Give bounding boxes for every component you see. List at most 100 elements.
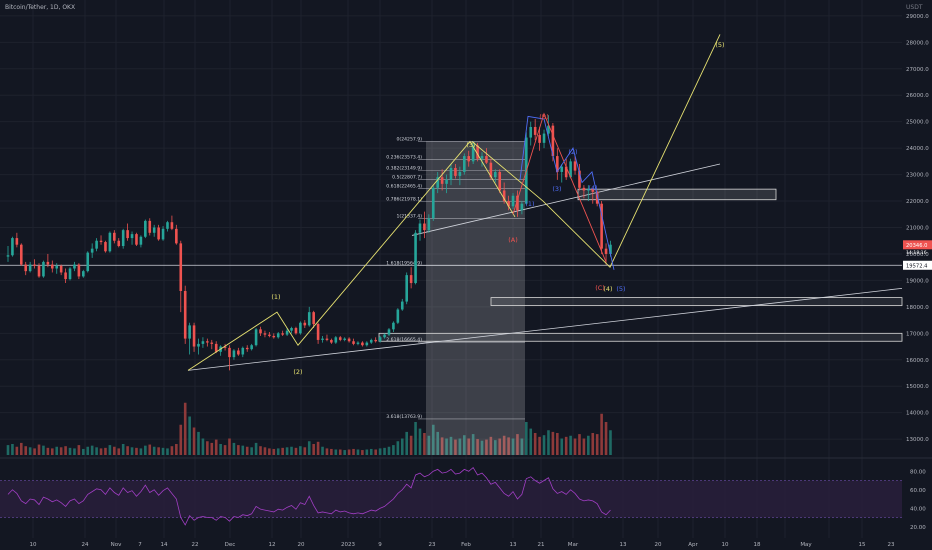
candle-body [321, 338, 324, 340]
candle-body [68, 268, 72, 280]
candle-body [387, 329, 391, 335]
time-tick-label: 12 [269, 542, 276, 548]
wave-label-2: (2) [293, 368, 302, 376]
volume-bar [290, 446, 293, 455]
time-tick-label: 7 [138, 542, 142, 548]
volume-bar [392, 445, 395, 455]
candle-body [449, 167, 453, 180]
price-tick-label: 13000.0 [906, 437, 929, 443]
volume-bar [281, 447, 284, 455]
candle-body [467, 156, 471, 162]
blue-wave-label-1: (1) [525, 200, 534, 208]
volume-bar [161, 447, 165, 455]
volume-bar [369, 448, 373, 455]
candle-body [183, 290, 187, 339]
candlesticks[interactable] [6, 115, 612, 371]
candle-body [511, 195, 515, 207]
candle-body [361, 342, 364, 346]
volume-bar [587, 435, 590, 455]
volume-bar [498, 438, 502, 455]
volume-bar [471, 434, 475, 455]
candle-body [206, 341, 209, 343]
volume-bar [232, 442, 236, 455]
price-tick-label: 20000.0 [906, 252, 929, 258]
volume-bar [144, 445, 147, 455]
candle-body [46, 261, 50, 265]
candle-body [232, 350, 236, 358]
volume-bar [507, 437, 510, 455]
volume-bar [511, 438, 515, 455]
volume-bar [600, 413, 603, 455]
volume-bar [431, 424, 435, 455]
candle-body [19, 244, 23, 265]
volume-bar [294, 447, 298, 455]
price-tick-label: 21000.0 [906, 226, 929, 232]
volume-bar [73, 448, 76, 455]
candle-body [471, 145, 475, 162]
volume-bar [396, 441, 400, 455]
candle-body [250, 345, 253, 350]
candle-body [538, 134, 541, 143]
price-tick-label: 28000.0 [906, 40, 929, 46]
support-box-2 [378, 332, 903, 342]
candle-body [299, 322, 302, 334]
candle-body [383, 334, 386, 338]
candle-body [600, 203, 603, 249]
candle-body [223, 346, 227, 348]
fib-level-label: 0.786(21978.1) [386, 197, 422, 203]
volume-bar [480, 440, 484, 455]
price-axis[interactable]: 13000.0 14000.0 15000.0 16000.0 17000.0 18000… [903, 14, 932, 443]
last-price-tag: 20346.0 [906, 243, 927, 249]
time-tick-label: 23 [429, 542, 436, 548]
volume-bar [573, 438, 577, 455]
wave-label-5: (5) [715, 41, 724, 49]
volume-bar [219, 444, 222, 455]
candle-body [135, 234, 138, 245]
candle-body [587, 189, 590, 191]
volume-bar [130, 447, 134, 455]
candle-body [409, 275, 413, 284]
time-tick-label: 18 [754, 542, 761, 548]
volume-bar [338, 449, 342, 455]
candle-body [272, 335, 276, 338]
volume-bar [520, 438, 524, 455]
fib-level-label: 0(24257.9) [396, 136, 422, 142]
candle-body [520, 203, 524, 211]
candle-body [489, 162, 493, 178]
volume-bar [126, 446, 129, 455]
wave-label-1: (1) [271, 293, 280, 301]
time-tick-label: 22 [192, 542, 199, 548]
volume-bar [454, 439, 457, 455]
candle-body [117, 240, 121, 247]
support-box-1 [490, 297, 903, 306]
candle-body [595, 191, 599, 204]
volume-bar [28, 447, 32, 455]
time-tick-label: 20 [655, 542, 662, 548]
candle-body [551, 125, 555, 157]
volume-bars [6, 402, 612, 455]
fib-level-label: 0.236(23573.4) [386, 154, 422, 160]
candle-body [130, 234, 134, 239]
volume-bar [609, 430, 612, 455]
volume-bar [595, 434, 599, 455]
volume-bar [59, 447, 63, 455]
candle-body [263, 333, 267, 335]
candle-body [290, 328, 293, 331]
yellow-wave-path-2 [471, 34, 721, 268]
candle-body [560, 166, 564, 172]
volume-bar [427, 435, 431, 455]
candle-body [378, 337, 382, 342]
time-axis[interactable]: 10 24 Nov 7 14 22 Dec 12 20 2023 9 23 Feb 13 21 Mar 13 20… [30, 542, 895, 548]
price-tick-label: 18000.0 [906, 305, 929, 311]
candle-body [533, 126, 537, 135]
candle-body [374, 339, 377, 342]
candle-body [343, 338, 346, 340]
candle-body [458, 171, 462, 176]
volume-bar [387, 446, 391, 455]
price-tick-label: 15000.0 [906, 384, 929, 390]
time-tick-label: 13 [620, 542, 627, 548]
candle-body [462, 156, 466, 172]
candle-body [82, 271, 85, 277]
volume-bar [307, 441, 311, 455]
